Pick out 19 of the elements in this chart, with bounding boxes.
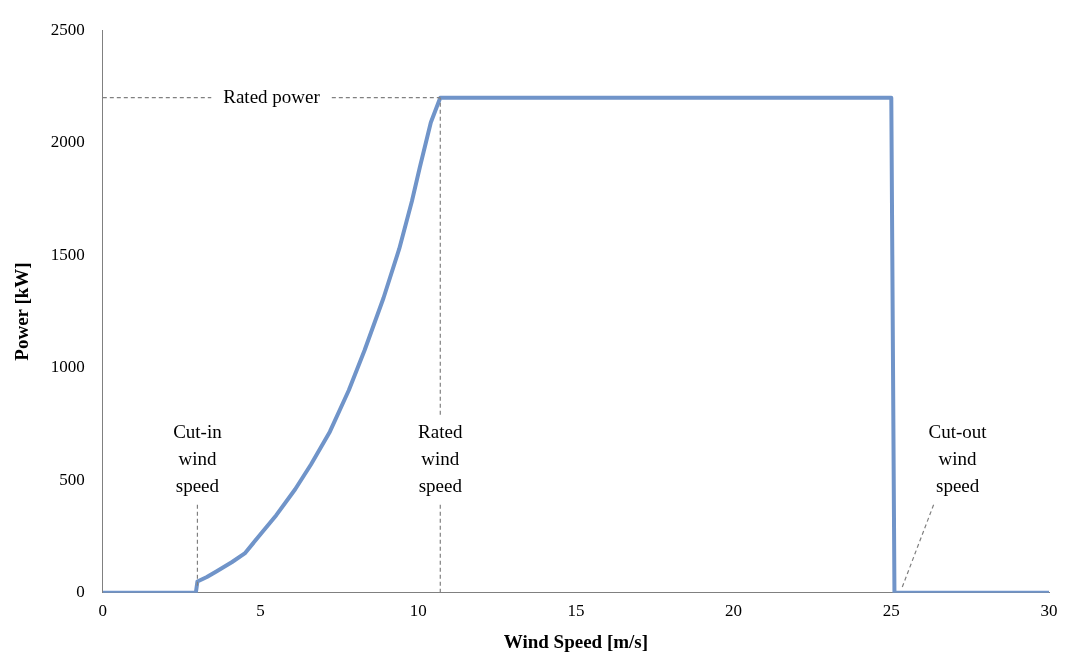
y-tick-label: 500 bbox=[59, 469, 85, 489]
annotation: Cut-in wind speed bbox=[173, 420, 223, 496]
y-tick-label: 1000 bbox=[50, 357, 85, 377]
y-tick-label: 2000 bbox=[50, 132, 85, 152]
x-tick-label: 0 bbox=[98, 601, 108, 621]
ref-line-label: Rated wind speed bbox=[418, 420, 463, 496]
ref-line-label: Rated power bbox=[223, 85, 321, 107]
annotation: Cut-out wind speed bbox=[928, 420, 988, 496]
x-tick-label: 5 bbox=[256, 601, 265, 621]
x-tick-label: 25 bbox=[882, 601, 900, 621]
x-tick-label: 10 bbox=[409, 601, 427, 621]
y-axis-title: Power [kW] bbox=[11, 262, 33, 361]
x-tick-label: 30 bbox=[1040, 601, 1058, 621]
x-tick-label: 15 bbox=[567, 601, 585, 621]
y-tick-label: 1500 bbox=[50, 244, 85, 264]
y-tick-label: 0 bbox=[76, 582, 85, 602]
x-tick-label: 20 bbox=[725, 601, 743, 621]
x-axis-title: Wind Speed [m/s] bbox=[503, 630, 649, 652]
y-tick-label: 2500 bbox=[50, 19, 85, 39]
